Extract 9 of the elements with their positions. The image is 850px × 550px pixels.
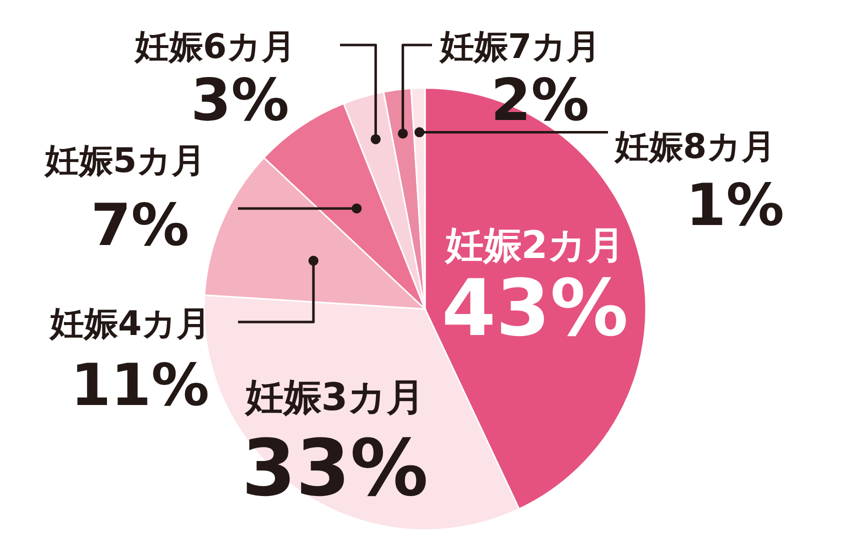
slice-label: 妊娠8カ月 [614,127,776,167]
slice-label: 妊娠7カ月 [439,27,601,67]
data-label: 1% [686,171,784,239]
data-label: 11% [70,351,210,419]
slice-label: 妊娠4カ月 [49,304,211,344]
data-label: 7% [90,191,190,259]
data-label: 2% [490,66,590,134]
data-label: 3% [190,66,290,134]
slice-label: 妊娠6カ月 [134,27,296,67]
